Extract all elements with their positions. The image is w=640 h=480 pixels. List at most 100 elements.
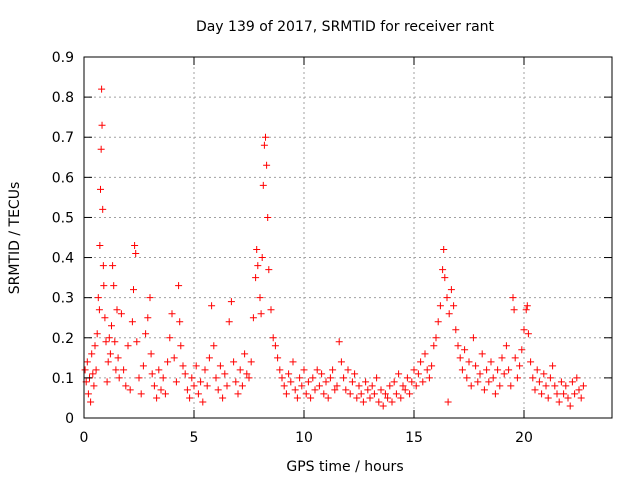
data-point [478,350,486,358]
data-point [377,386,385,394]
data-point [419,378,427,386]
data-point [549,362,557,370]
data-point [199,398,207,406]
data-point [469,334,477,342]
data-point [487,358,495,366]
data-point [98,121,106,129]
data-point [257,310,265,318]
x-tick-label: 0 [80,430,89,446]
data-point [269,334,277,342]
data-point [103,378,111,386]
data-point [390,378,398,386]
data-point [421,350,429,358]
data-point [560,390,568,398]
data-point [148,370,156,378]
data-point [117,310,125,318]
data-point [83,358,91,366]
data-point [401,386,409,394]
data-point [214,386,222,394]
data-point [410,366,418,374]
data-point [245,374,253,382]
data-point [320,390,328,398]
data-point [568,378,576,386]
data-point [337,358,345,366]
data-point [452,326,460,334]
data-point [573,374,581,382]
data-point [126,386,134,394]
data-point [296,374,304,382]
data-point [311,386,319,394]
data-point [120,366,128,374]
data-point [88,350,96,358]
data-point [494,366,502,374]
data-point [81,366,89,374]
data-point [227,298,235,306]
data-point [150,382,158,390]
data-point [258,254,266,262]
data-point [130,286,137,294]
data-point [100,282,108,290]
data-point [577,394,585,402]
data-point [450,302,458,310]
data-point [480,386,488,394]
data-point [511,354,519,362]
data-point [256,294,264,302]
data-point [465,358,473,366]
data-point [571,390,579,398]
data-point [340,374,348,382]
data-point [247,358,255,366]
data-point [183,386,191,394]
data-point [109,262,117,270]
data-point [112,366,120,374]
data-point [188,374,196,382]
data-point [463,374,471,382]
data-point [97,185,104,193]
data-point [513,374,521,382]
data-point [566,402,574,410]
data-point [223,382,231,390]
data-point [346,390,354,398]
data-point [114,354,122,362]
data-point [97,145,105,153]
data-point [326,374,334,382]
x-tick-label: 10 [295,430,313,446]
data-point [93,330,101,338]
y-tick-label: 0.8 [52,90,74,106]
data-point [278,374,286,382]
y-tick-label: 0 [65,411,74,427]
data-point [335,338,343,346]
data-point [265,266,273,274]
data-point [175,282,183,290]
data-point [197,378,205,386]
data-point [524,330,532,338]
data-point [315,382,323,390]
data-point [386,382,394,390]
data-point [523,302,531,310]
data-point [474,378,482,386]
data-point [234,390,242,398]
data-point [201,366,209,374]
data-point [392,390,400,398]
data-point [98,85,106,93]
data-point [516,362,524,370]
data-point [434,318,442,326]
y-tick-label: 0.6 [52,170,74,186]
data-point [447,286,455,294]
data-point [166,334,174,342]
data-point [417,358,425,366]
data-point [357,390,365,398]
data-point [210,342,218,350]
data-point [238,382,246,390]
data-point [92,366,100,374]
data-point [370,390,378,398]
data-point [432,334,440,342]
data-point [502,342,510,350]
data-point [379,402,387,410]
data-point [177,342,185,350]
data-point [230,358,238,366]
y-tick-label: 0.9 [52,50,74,66]
data-point [236,366,244,374]
data-point [99,205,107,213]
data-point [271,342,279,350]
data-point [425,374,433,382]
